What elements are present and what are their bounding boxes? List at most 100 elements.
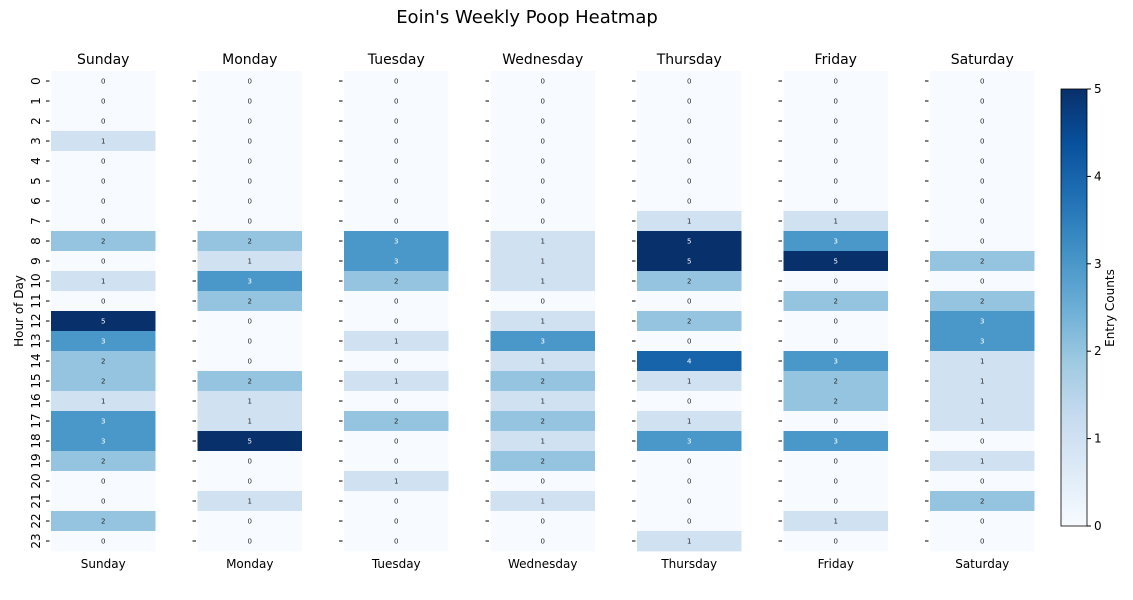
- cell-value-label: 0: [394, 438, 398, 446]
- cell-value-label: 3: [541, 338, 545, 346]
- hour-tick-label: 21: [29, 493, 43, 508]
- hour-tick-label: 13: [29, 333, 43, 348]
- heatmap-cell: [490, 171, 595, 192]
- heatmap-cell: [197, 511, 302, 532]
- cell-value-label: 5: [687, 238, 691, 246]
- heatmap-cell: [783, 451, 888, 472]
- heatmap-cell: [490, 291, 595, 312]
- heatmap-cell: [930, 91, 1035, 112]
- hour-tick-label: 4: [29, 157, 43, 165]
- day-axis-label: Thursday: [660, 557, 717, 571]
- cell-value-label: 1: [101, 278, 105, 286]
- heatmap-cell: [783, 431, 888, 452]
- hour-tick-label: 0: [29, 77, 43, 85]
- heatmap-cell: [51, 271, 156, 292]
- cell-value-label: 2: [687, 318, 691, 326]
- heatmap-cell: [783, 91, 888, 112]
- heatmap-cell: [637, 411, 742, 432]
- cell-value-label: 2: [834, 298, 838, 306]
- chart-title: Eoin's Weekly Poop Heatmap: [396, 7, 658, 28]
- heatmap-cell: [930, 211, 1035, 232]
- heatmap-cell: [930, 231, 1035, 252]
- cell-value-label: 0: [687, 398, 691, 406]
- heatmap-cell: [51, 151, 156, 172]
- cell-value-label: 0: [101, 498, 105, 506]
- cell-value-label: 0: [541, 78, 545, 86]
- cell-value-label: 3: [980, 338, 984, 346]
- cell-value-label: 0: [834, 198, 838, 206]
- cell-value-label: 0: [980, 158, 984, 166]
- cell-value-label: 0: [834, 178, 838, 186]
- heatmap-cell: [51, 351, 156, 372]
- heatmap-cell: [197, 151, 302, 172]
- cell-value-label: 3: [980, 318, 984, 326]
- heatmap-cell: [51, 451, 156, 472]
- cell-value-label: 0: [687, 158, 691, 166]
- day-panel-friday: Friday Friday 0 0 0 0 0 0 0 1 3 5 0 2 0 0 3 2 2 0 3 0 0 0 1 0: [778, 52, 888, 571]
- heatmap-cell: [197, 171, 302, 192]
- heatmap-cell: [51, 211, 156, 232]
- heatmap-cell: [930, 371, 1035, 392]
- cell-value-label: 0: [394, 158, 398, 166]
- heatmap-cell: [930, 251, 1035, 272]
- cell-value-label: 4: [687, 358, 692, 366]
- hour-tick-label: 12: [29, 313, 43, 328]
- cell-value-label: 0: [687, 338, 691, 346]
- heatmap-cell: [637, 491, 742, 512]
- heatmap-cell: [344, 211, 449, 232]
- cell-value-label: 0: [101, 118, 105, 126]
- heatmap-cell: [490, 71, 595, 92]
- cell-value-label: 0: [248, 138, 252, 146]
- heatmap-cell: [490, 431, 595, 452]
- cell-value-label: 0: [394, 98, 398, 106]
- cell-value-label: 2: [541, 418, 545, 426]
- colorbar-tick-label: 2: [1094, 344, 1102, 358]
- cell-value-label: 0: [394, 178, 398, 186]
- cell-value-label: 1: [541, 438, 545, 446]
- heatmap-cell: [783, 391, 888, 412]
- cell-value-label: 0: [541, 518, 545, 526]
- heatmap-cell: [637, 431, 742, 452]
- cell-value-label: 0: [980, 198, 984, 206]
- cell-value-label: 3: [687, 438, 691, 446]
- cell-value-label: 2: [248, 238, 252, 246]
- heatmap-cell: [344, 451, 449, 472]
- heatmap-cell: [783, 271, 888, 292]
- cell-value-label: 0: [980, 238, 984, 246]
- heatmap-cell: [637, 211, 742, 232]
- heatmap-cell: [783, 471, 888, 492]
- cell-value-label: 0: [834, 478, 838, 486]
- heatmap-cell: [490, 111, 595, 132]
- heatmap-cell: [783, 231, 888, 252]
- heatmap-cell: [344, 351, 449, 372]
- cell-value-label: 0: [248, 538, 252, 546]
- hour-tick-label: 20: [29, 473, 43, 488]
- cell-value-label: 1: [101, 138, 105, 146]
- heatmap-cell: [490, 471, 595, 492]
- heatmap-cell: [197, 91, 302, 112]
- cell-value-label: 0: [687, 138, 691, 146]
- cell-value-label: 2: [394, 418, 398, 426]
- day-title: Sunday: [77, 52, 129, 68]
- day-panel-sunday: SundaySunday0001021304050607280911001151…: [29, 52, 156, 571]
- heatmap-cell: [51, 311, 156, 332]
- cell-value-label: 0: [394, 198, 398, 206]
- cell-value-label: 0: [394, 298, 398, 306]
- heatmap-cell: [637, 531, 742, 552]
- cell-value-label: 0: [541, 178, 545, 186]
- cell-value-label: 1: [394, 478, 398, 486]
- cell-value-label: 0: [394, 318, 398, 326]
- colorbar-tick-label: 1: [1094, 432, 1102, 446]
- cell-value-label: 2: [101, 378, 105, 386]
- heatmap-cell: [783, 131, 888, 152]
- cell-value-label: 3: [248, 278, 252, 286]
- cell-value-label: 0: [541, 158, 545, 166]
- heatmap-cell: [637, 391, 742, 412]
- hour-tick-label: 5: [29, 177, 43, 185]
- cell-value-label: 0: [687, 98, 691, 106]
- heatmap-cell: [344, 431, 449, 452]
- hour-tick-label: 14: [29, 353, 43, 368]
- cell-value-label: 0: [101, 158, 105, 166]
- heatmap-cell: [783, 111, 888, 132]
